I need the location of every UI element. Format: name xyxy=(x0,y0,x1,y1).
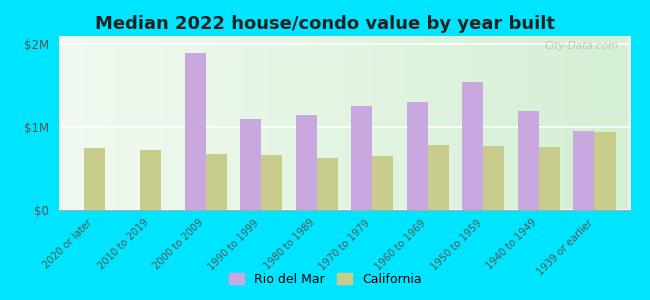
Bar xyxy=(351,106,372,210)
Bar xyxy=(240,119,261,210)
Bar xyxy=(185,52,205,210)
Bar xyxy=(407,102,428,210)
Bar xyxy=(84,148,105,210)
Bar xyxy=(518,111,539,210)
Bar xyxy=(484,146,504,210)
Legend: Rio del Mar, California: Rio del Mar, California xyxy=(224,268,426,291)
Bar xyxy=(539,147,560,210)
Bar xyxy=(573,131,594,210)
Bar xyxy=(372,156,393,210)
Bar xyxy=(140,150,161,210)
Bar xyxy=(317,158,338,210)
Bar xyxy=(594,132,616,210)
Bar xyxy=(428,145,449,210)
Bar xyxy=(261,155,282,210)
Bar xyxy=(462,82,484,210)
Bar xyxy=(205,154,227,210)
Text: Median 2022 house/condo value by year built: Median 2022 house/condo value by year bu… xyxy=(95,15,555,33)
Text: City-Data.com: City-Data.com xyxy=(545,41,619,51)
Bar xyxy=(296,115,317,210)
